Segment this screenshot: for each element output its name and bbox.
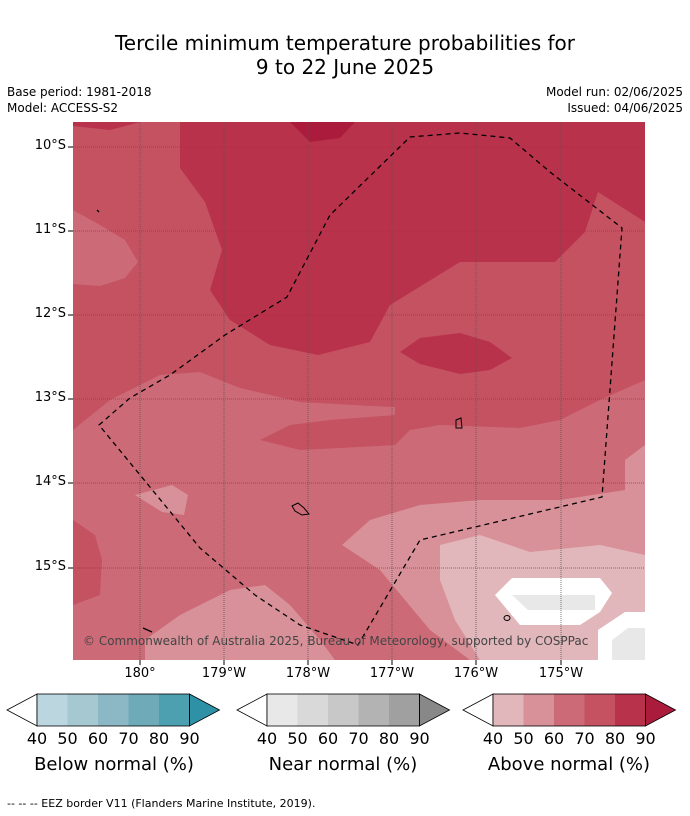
axis-ticks bbox=[68, 146, 562, 665]
lon-label: 175°W bbox=[538, 666, 584, 681]
colorbar-frame bbox=[36, 693, 190, 727]
colorbar-extend-high bbox=[419, 693, 451, 727]
lat-label: 12°S bbox=[34, 306, 66, 321]
colorbar-segment bbox=[554, 694, 585, 726]
colorbar-segment bbox=[328, 694, 359, 726]
lat-label: 14°S bbox=[34, 474, 66, 489]
colorbar-segment bbox=[389, 694, 420, 726]
eez-border-fragment-2 bbox=[142, 627, 153, 633]
eez-legend-note: -- -- -- EEZ border V11 (Flanders Marine… bbox=[7, 797, 316, 810]
colorbar-frame bbox=[492, 693, 646, 727]
lat-label: 11°S bbox=[34, 222, 66, 237]
island-3 bbox=[503, 615, 511, 621]
colorbar-tick-label: 50 bbox=[287, 729, 308, 748]
colorbar-tick-label: 90 bbox=[409, 729, 430, 748]
meta-left: Base period: 1981-2018 Model: ACCESS-S2 bbox=[7, 84, 152, 116]
colorbar-tick-label: 40 bbox=[482, 729, 504, 748]
colorbar-above bbox=[462, 693, 677, 727]
colorbar-segment bbox=[358, 694, 389, 726]
region-near-40-corner bbox=[612, 628, 645, 660]
copyright-text: © Commonwealth of Australia 2025, Bureau… bbox=[83, 634, 588, 648]
region-near-40 bbox=[512, 595, 595, 610]
base-period: Base period: 1981-2018 bbox=[7, 85, 152, 99]
colorbar-segment bbox=[98, 694, 129, 726]
colorbar-above-label: Above normal (%) bbox=[487, 754, 651, 775]
colorbar-tick-label: 40 bbox=[256, 729, 278, 748]
colorbar-near bbox=[236, 693, 451, 727]
colorbar-tick-label: 40 bbox=[26, 729, 48, 748]
colorbar-tick-label: 70 bbox=[574, 729, 595, 748]
colorbar-below-label: Below normal (%) bbox=[34, 754, 194, 775]
colorbar-segment bbox=[493, 694, 524, 726]
title-line-2: 9 to 22 June 2025 bbox=[255, 55, 435, 79]
graticule bbox=[73, 122, 645, 660]
island-2 bbox=[291, 502, 310, 516]
colorbar-below bbox=[6, 693, 221, 727]
colorbar-extend-high bbox=[189, 693, 221, 727]
model-run: Model run: 02/06/2025 bbox=[545, 85, 683, 99]
region-above-70-sw bbox=[73, 520, 102, 605]
colorbar-tick-label: 60 bbox=[87, 729, 109, 748]
eez-border bbox=[98, 132, 623, 646]
region-above-90-north bbox=[290, 122, 355, 142]
lon-label: 178°W bbox=[285, 666, 331, 681]
colorbar-segment bbox=[615, 694, 646, 726]
colorbar-tick-label: 60 bbox=[543, 729, 565, 748]
colorbar-segment bbox=[523, 694, 554, 726]
lon-label: 177°W bbox=[369, 666, 415, 681]
lat-label: 15°S bbox=[34, 559, 66, 574]
region-above-80-north bbox=[180, 122, 645, 355]
issued-date: Issued: 04/06/2025 bbox=[567, 101, 683, 115]
colorbar-tick-label: 60 bbox=[317, 729, 339, 748]
colorbar-tick-label: 90 bbox=[635, 729, 656, 748]
colorbar-extend-high bbox=[645, 693, 677, 727]
lon-label: 176°W bbox=[453, 666, 499, 681]
colorbar-segment bbox=[128, 694, 159, 726]
map-title: Tercile minimum temperature probabilitie… bbox=[0, 31, 690, 79]
lon-label: 180° bbox=[124, 666, 156, 681]
colorbar-extend-low bbox=[462, 693, 494, 727]
colorbar-tick-label: 50 bbox=[513, 729, 534, 748]
colorbar-tick-label: 70 bbox=[118, 729, 139, 748]
colorbar-segment bbox=[267, 694, 298, 726]
title-line-1: Tercile minimum temperature probabilitie… bbox=[114, 31, 576, 55]
probability-field bbox=[73, 122, 645, 660]
colorbar-segment bbox=[584, 694, 615, 726]
colorbar-segment bbox=[297, 694, 328, 726]
colorbar-tick-label: 80 bbox=[148, 729, 170, 748]
lon-label: 179°W bbox=[201, 666, 247, 681]
colorbar-tick-label: 70 bbox=[348, 729, 369, 748]
colorbar-tick-label: 90 bbox=[179, 729, 200, 748]
colorbar-segment bbox=[37, 694, 68, 726]
colorbar-segment bbox=[67, 694, 98, 726]
island-1 bbox=[455, 417, 463, 429]
model-name: Model: ACCESS-S2 bbox=[7, 101, 119, 115]
colorbar-tick-label: 50 bbox=[57, 729, 78, 748]
colorbar-extend-low bbox=[236, 693, 268, 727]
meta-right: Model run: 02/06/2025 Issued: 04/06/2025 bbox=[546, 84, 683, 116]
region-above-50-small bbox=[135, 485, 188, 515]
region-above-60-west bbox=[73, 210, 138, 286]
region-above-50-south bbox=[145, 585, 335, 660]
eez-border-fragment bbox=[96, 209, 100, 213]
colorbar-near-label: Near normal (%) bbox=[268, 754, 418, 775]
region-above-80-mid bbox=[400, 333, 512, 374]
lat-label: 13°S bbox=[34, 390, 66, 405]
region-above-80-corner bbox=[73, 122, 140, 130]
colorbar-tick-label: 80 bbox=[378, 729, 400, 748]
colorbar-tick-label: 80 bbox=[604, 729, 626, 748]
lat-label: 10°S bbox=[34, 138, 66, 153]
colorbar-segment bbox=[159, 694, 190, 726]
colorbar-extend-low bbox=[6, 693, 38, 727]
colorbar-frame bbox=[266, 693, 420, 727]
